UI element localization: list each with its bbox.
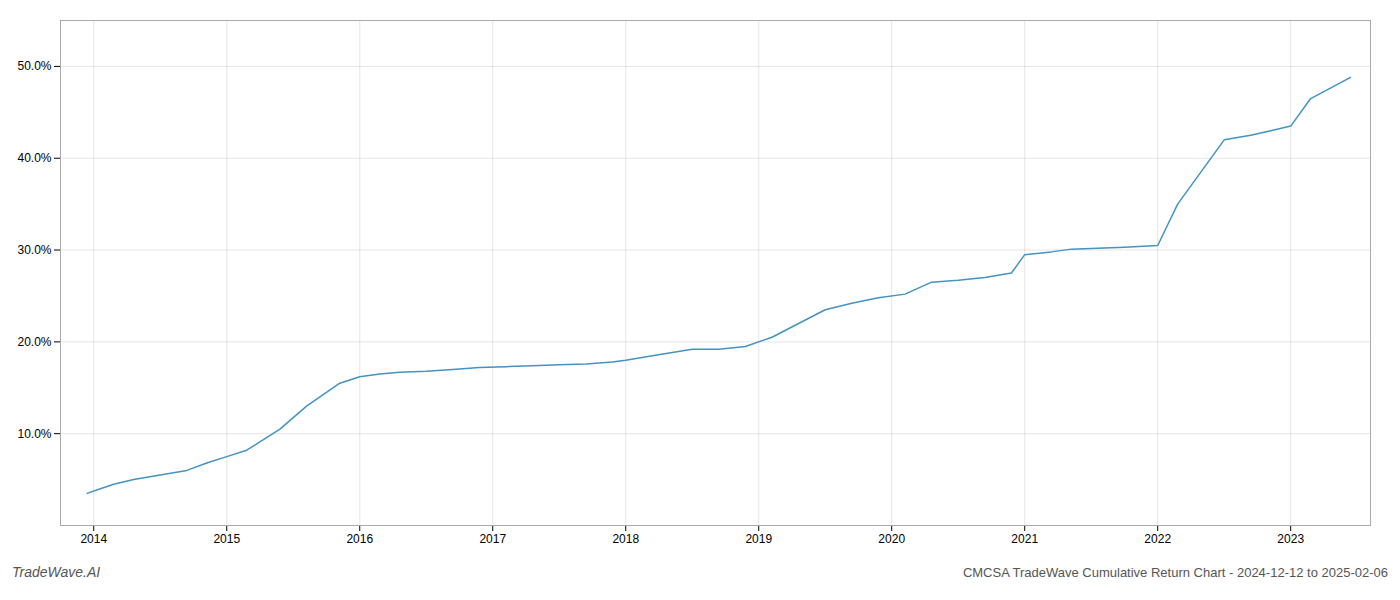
svg-text:2020: 2020 bbox=[878, 532, 905, 546]
svg-text:2016: 2016 bbox=[346, 532, 373, 546]
svg-text:40.0%: 40.0% bbox=[17, 151, 51, 165]
html-text:TradeWave.AI: TradeWave.AI bbox=[12, 564, 101, 580]
svg-text:20.0%: 20.0% bbox=[17, 335, 51, 349]
svg-text:10.0%: 10.0% bbox=[17, 427, 51, 441]
svg-text:30.0%: 30.0% bbox=[17, 243, 51, 257]
svg-text:2023: 2023 bbox=[1277, 532, 1304, 546]
svg-text:2018: 2018 bbox=[612, 532, 639, 546]
svg-text:2021: 2021 bbox=[1011, 532, 1038, 546]
svg-text:2014: 2014 bbox=[80, 532, 107, 546]
svg-text:2022: 2022 bbox=[1144, 532, 1171, 546]
svg-text:2019: 2019 bbox=[745, 532, 772, 546]
svg-text:2015: 2015 bbox=[213, 532, 240, 546]
svg-text:2017: 2017 bbox=[479, 532, 506, 546]
svg-text:50.0%: 50.0% bbox=[17, 59, 51, 73]
html-text:CMCSA TradeWave Cumulative Ret: CMCSA TradeWave Cumulative Return Chart … bbox=[962, 565, 1388, 580]
